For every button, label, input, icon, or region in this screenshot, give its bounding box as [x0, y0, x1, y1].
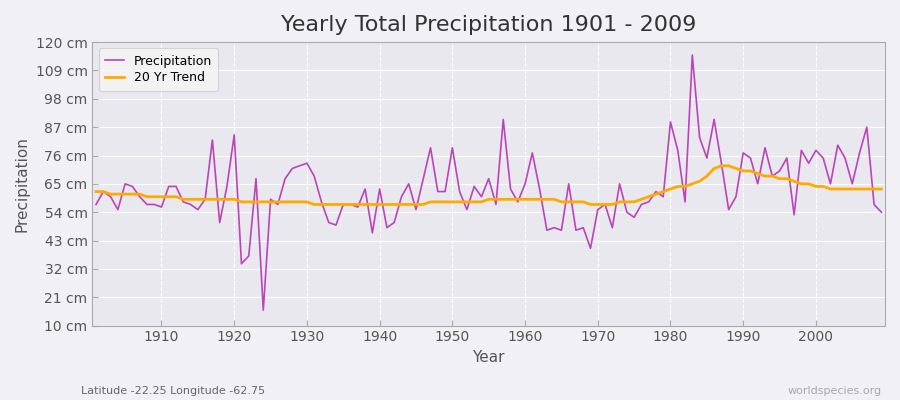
Precipitation: [360, 187, 371, 192]
20 Yr Trend: [519, 197, 530, 202]
Y-axis label: Precipitation: Precipitation: [15, 136, 30, 232]
20 Yr Trend: [316, 202, 327, 207]
Precipitation: [876, 210, 886, 214]
X-axis label: Year: Year: [472, 350, 505, 365]
20 Yr Trend: [876, 187, 886, 192]
Legend: Precipitation, 20 Yr Trend: Precipitation, 20 Yr Trend: [99, 48, 218, 91]
Precipitation: [614, 182, 625, 186]
20 Yr Trend: [309, 202, 320, 207]
20 Yr Trend: [716, 164, 727, 168]
Precipitation: [519, 182, 530, 186]
Line: 20 Yr Trend: 20 Yr Trend: [96, 166, 881, 204]
Precipitation: [258, 308, 269, 312]
Precipitation: [91, 202, 102, 207]
Line: Precipitation: Precipitation: [96, 55, 881, 310]
Text: worldspecies.org: worldspecies.org: [788, 386, 882, 396]
Text: Latitude -22.25 Longitude -62.75: Latitude -22.25 Longitude -62.75: [81, 386, 266, 396]
20 Yr Trend: [148, 194, 159, 199]
Title: Yearly Total Precipitation 1901 - 2009: Yearly Total Precipitation 1901 - 2009: [281, 15, 697, 35]
Precipitation: [526, 150, 537, 155]
Precipitation: [148, 202, 159, 207]
20 Yr Trend: [91, 189, 102, 194]
20 Yr Trend: [614, 200, 625, 204]
20 Yr Trend: [526, 197, 537, 202]
Precipitation: [687, 52, 698, 57]
20 Yr Trend: [360, 202, 371, 207]
Precipitation: [316, 200, 327, 204]
